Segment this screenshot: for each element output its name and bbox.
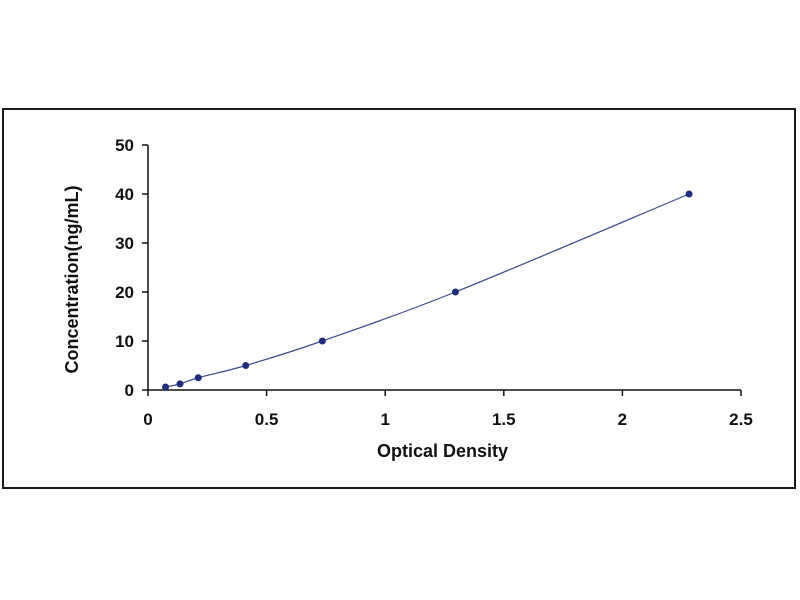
- data-point: [242, 362, 250, 369]
- data-point: [685, 190, 693, 198]
- x-tick-label: 1.5: [492, 410, 516, 429]
- x-tick-label: 0.5: [255, 410, 279, 429]
- data-point: [176, 380, 184, 388]
- fit-curve: [165, 193, 690, 388]
- y-tick-label: 40: [115, 185, 134, 204]
- data-points: [162, 190, 693, 391]
- data-point: [194, 374, 202, 382]
- data-point: [451, 288, 459, 296]
- x-tick-label: 0: [143, 410, 152, 429]
- y-ticks: 0 10 20 30 40 50: [115, 136, 148, 400]
- y-axis-title: Concentration(ng/mL): [62, 186, 82, 374]
- axes: [147, 145, 741, 391]
- x-tick-label: 2: [618, 410, 627, 429]
- y-tick-label: 20: [115, 283, 134, 302]
- chart-frame: [2, 108, 796, 489]
- y-tick-label: 10: [115, 332, 134, 351]
- x-tick-label: 1: [380, 410, 389, 429]
- y-tick-label: 30: [115, 234, 134, 253]
- x-ticks: 0 0.5 1 1.5 2 2.5: [143, 390, 753, 429]
- data-point: [162, 383, 170, 391]
- x-axis-title: Optical Density: [377, 441, 508, 461]
- y-tick-label: 50: [115, 136, 134, 155]
- data-point: [318, 337, 326, 345]
- x-tick-label: 2.5: [729, 410, 753, 429]
- y-tick-label: 0: [125, 381, 134, 400]
